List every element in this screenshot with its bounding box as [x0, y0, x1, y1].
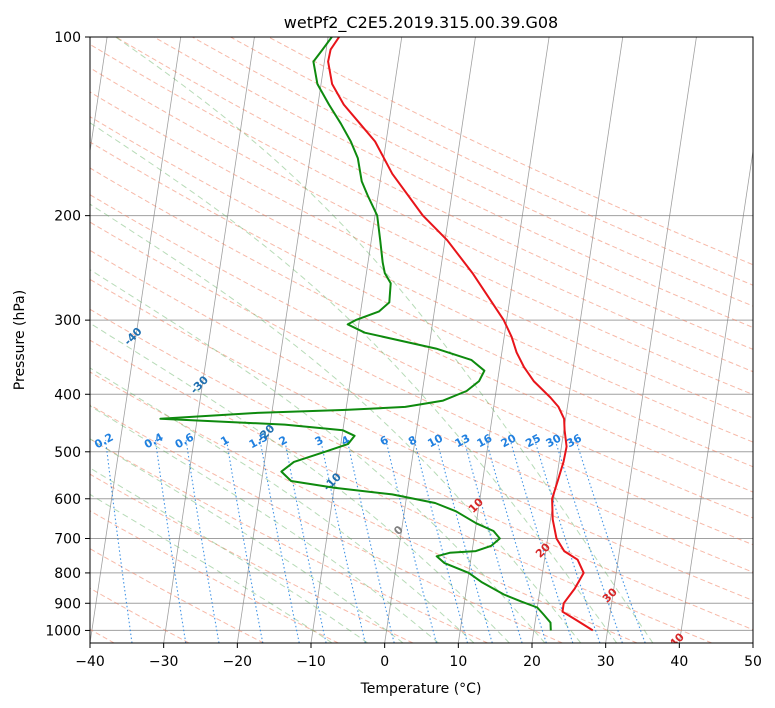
isotherm-line	[90, 37, 108, 154]
dry-adiabat-line	[90, 67, 753, 396]
mixing-ratio-line	[554, 439, 623, 643]
mixing-ratio-lines	[105, 439, 646, 643]
isotherm-line	[605, 37, 697, 643]
x-tick-label: 50	[744, 654, 762, 670]
isotherm-line	[310, 37, 403, 643]
isotherm-line	[236, 37, 329, 643]
y-tick-label: 1000	[45, 623, 81, 639]
temperature-profile-line	[327, 37, 594, 632]
mixing-ratio-line	[385, 439, 437, 643]
dry-adiabat-line	[90, 167, 753, 493]
moist-adiabat-line	[90, 322, 510, 643]
y-axis-label: Pressure (hPa)	[12, 290, 28, 390]
mixing-ratio-line	[105, 439, 133, 643]
x-tick-label: 30	[597, 654, 615, 670]
dewpoint-profile-line	[159, 37, 552, 631]
moist-adiabat-line	[90, 467, 368, 643]
x-tick-label: −10	[296, 654, 326, 670]
moist-adiabat-line	[90, 405, 439, 643]
mixing-ratio-line	[320, 439, 366, 643]
mixing-ratio-line	[259, 439, 300, 643]
isotherm-line	[457, 37, 550, 643]
moist-adiabats	[90, 37, 654, 643]
isotherm-line	[384, 37, 476, 643]
isotherm-line	[163, 37, 255, 643]
dry-adiabat-line	[90, 43, 753, 373]
mixing-ratio-label: 20	[499, 431, 519, 450]
isotherm-gridlines	[90, 37, 753, 643]
y-tick-label: 300	[54, 313, 81, 329]
x-axis-ticks: −40 −30 −20 −10 0 10 20 30 40 50	[75, 643, 762, 670]
dry-adiabat-line	[90, 510, 339, 643]
y-tick-label: 400	[54, 387, 81, 403]
mixing-ratio-line	[413, 439, 469, 643]
moist-adiabat-line	[90, 493, 333, 643]
dry-adiabat-line	[90, 308, 753, 631]
dry-adiabat-line	[90, 278, 753, 602]
mixing-ratio-line	[534, 439, 601, 643]
y-axis-ticks: 100 200 300 400 500 600 700 800 900 1000	[45, 30, 90, 639]
dry-adiabat-line	[230, 37, 753, 286]
isotherm-line	[531, 37, 624, 643]
isotherm-line	[678, 148, 753, 643]
mixing-ratio-label: 30	[544, 431, 564, 450]
dry-adiabat-line	[192, 37, 753, 307]
mixing-ratio-line	[185, 439, 220, 643]
y-tick-label: 100	[54, 30, 81, 46]
dry-adiabat-line	[90, 116, 753, 443]
y-tick-label: 200	[54, 209, 81, 225]
dry-adiabat-line	[90, 438, 488, 643]
mixing-ratio-label: 16	[475, 431, 495, 450]
mixing-ratio-line	[225, 439, 264, 643]
chart-title: wetPf2_C2E5.2019.315.00.39.G08	[284, 13, 558, 33]
dry-adiabat-line	[90, 249, 753, 573]
moist-adiabat-line	[90, 367, 475, 643]
plot-area: 0.10.20.40.611.52346810131620253036-100-…	[90, 37, 753, 643]
isotherm-line	[90, 37, 182, 643]
moist-adiabat-line	[90, 203, 582, 643]
mixing-ratio-line	[436, 439, 493, 643]
mixing-ratio-label: 36	[564, 431, 584, 450]
dry-adiabat-line	[115, 37, 753, 350]
moist-adiabat-line	[114, 37, 654, 643]
mixing-ratio-label: 10	[425, 431, 445, 450]
x-tick-label: −20	[223, 654, 253, 670]
dry-adiabat-line	[90, 473, 414, 643]
x-tick-label: 10	[449, 654, 467, 670]
dry-adiabats	[90, 37, 753, 643]
y-tick-label: 800	[54, 566, 81, 582]
x-tick-label: 20	[523, 654, 541, 670]
x-tick-label: 0	[380, 654, 389, 670]
x-tick-label: 40	[670, 654, 688, 670]
dry-adiabat-line	[90, 91, 753, 419]
x-axis-label: Temperature (°C)	[360, 681, 482, 697]
mixing-ratio-label: 25	[523, 432, 543, 451]
plot-frame	[89, 36, 754, 644]
mixing-ratio-line	[346, 439, 395, 643]
dry-adiabat-line	[90, 221, 753, 546]
sounding-profiles	[159, 37, 594, 632]
y-tick-label: 700	[54, 532, 81, 548]
moist-adiabat-line	[90, 122, 618, 643]
mixing-ratio-line	[284, 439, 327, 643]
y-tick-label: 900	[54, 596, 81, 612]
mixing-ratio-line	[575, 439, 646, 643]
y-tick-label: 500	[54, 445, 81, 461]
x-tick-label: −30	[149, 654, 179, 670]
mixing-ratio-label: 13	[453, 432, 473, 451]
mixing-ratio-line	[154, 439, 187, 643]
x-tick-label: −40	[75, 654, 105, 670]
y-tick-label: 600	[54, 492, 81, 508]
